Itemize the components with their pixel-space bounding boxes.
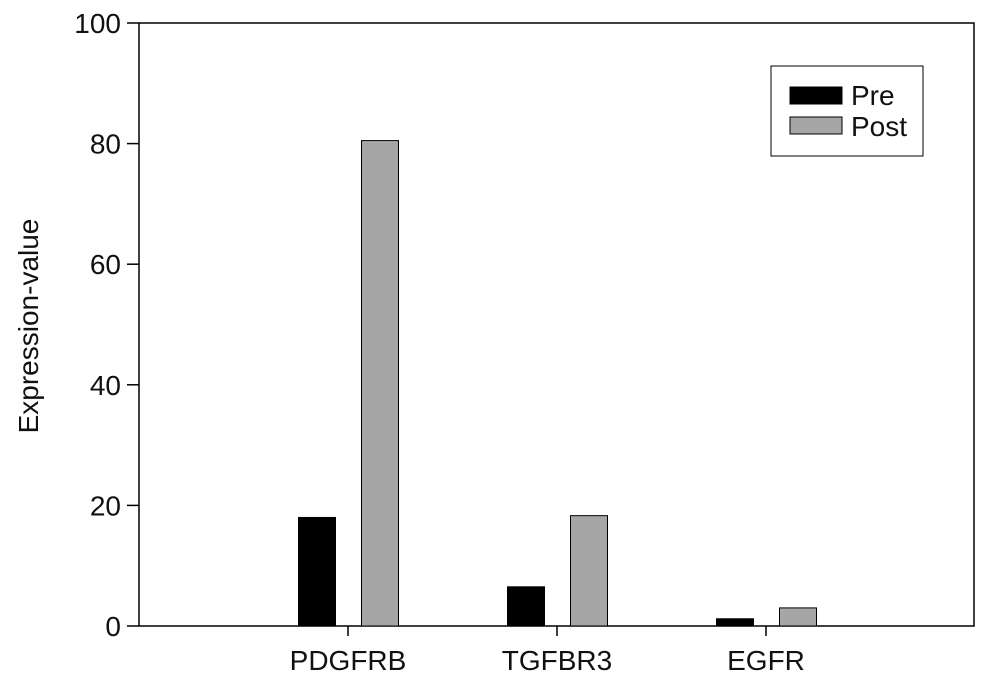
bar-pre-egfr bbox=[716, 618, 754, 627]
bars-group bbox=[298, 140, 817, 627]
y-axis-label: Expression-value bbox=[13, 219, 44, 434]
y-tick-label: 100 bbox=[74, 8, 121, 39]
bar-post-tgfbr3 bbox=[570, 515, 608, 627]
x-axis: PDGFRB TGFBR3 EGFR bbox=[290, 626, 805, 676]
legend-label-post: Post bbox=[851, 111, 907, 142]
x-tick-label: PDGFRB bbox=[290, 645, 407, 676]
y-tick-label: 20 bbox=[90, 490, 121, 521]
legend-box bbox=[770, 65, 924, 157]
bar-post-egfr bbox=[779, 607, 817, 627]
y-tick-label: 0 bbox=[105, 611, 121, 642]
bar-pre-tgfbr3 bbox=[507, 586, 545, 627]
y-tick-label: 80 bbox=[90, 129, 121, 160]
legend: Pre Post bbox=[770, 65, 924, 157]
legend-swatch-pre bbox=[789, 86, 843, 105]
y-tick-label: 40 bbox=[90, 370, 121, 401]
bar-pre-pdgfrb bbox=[298, 516, 336, 627]
x-tick-label: TGFBR3 bbox=[502, 645, 612, 676]
legend-label-pre: Pre bbox=[851, 80, 895, 111]
bar-post-pdgfrb bbox=[361, 140, 399, 627]
y-tick-label: 60 bbox=[90, 249, 121, 280]
x-tick-label: EGFR bbox=[727, 645, 805, 676]
legend-swatch-post bbox=[789, 116, 843, 135]
y-axis: 0 20 40 60 80 100 bbox=[74, 8, 139, 642]
